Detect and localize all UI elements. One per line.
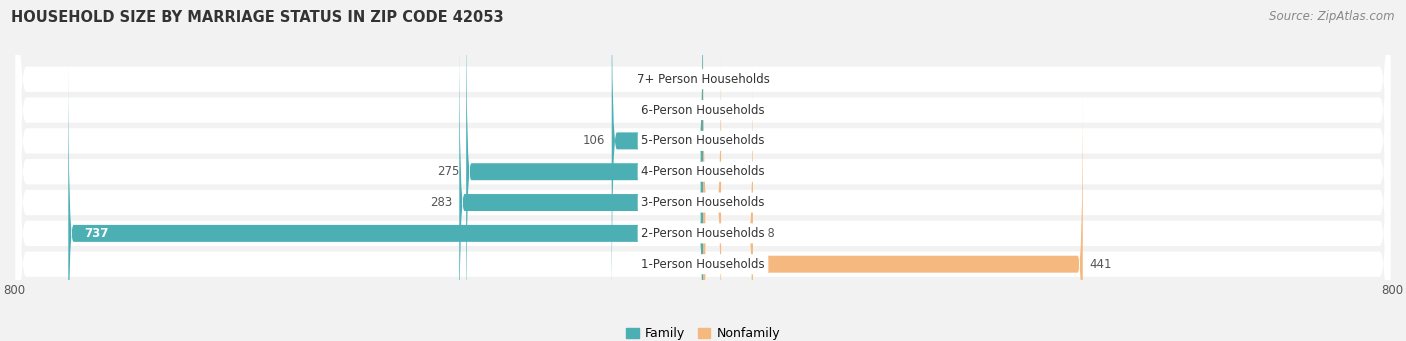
Text: 0: 0 <box>689 73 696 86</box>
FancyBboxPatch shape <box>15 0 1391 341</box>
FancyBboxPatch shape <box>15 0 1391 341</box>
Text: 5-Person Households: 5-Person Households <box>641 134 765 147</box>
FancyBboxPatch shape <box>69 57 703 341</box>
FancyBboxPatch shape <box>15 0 1391 341</box>
Text: 3-Person Households: 3-Person Households <box>641 196 765 209</box>
FancyBboxPatch shape <box>703 57 754 341</box>
Text: 275: 275 <box>437 165 460 178</box>
Text: HOUSEHOLD SIZE BY MARRIAGE STATUS IN ZIP CODE 42053: HOUSEHOLD SIZE BY MARRIAGE STATUS IN ZIP… <box>11 10 503 25</box>
FancyBboxPatch shape <box>15 0 1391 341</box>
Text: 0: 0 <box>689 258 696 271</box>
Text: 737: 737 <box>84 227 108 240</box>
FancyBboxPatch shape <box>467 0 703 341</box>
Text: 1-Person Households: 1-Person Households <box>641 258 765 271</box>
Text: 0: 0 <box>710 73 717 86</box>
Text: 21: 21 <box>728 196 742 209</box>
Text: 2-Person Households: 2-Person Households <box>641 227 765 240</box>
Text: 7+ Person Households: 7+ Person Households <box>637 73 769 86</box>
Text: 283: 283 <box>430 196 453 209</box>
FancyBboxPatch shape <box>703 26 721 341</box>
Text: 6-Person Households: 6-Person Households <box>641 104 765 117</box>
Text: 106: 106 <box>582 134 605 147</box>
Text: 0: 0 <box>689 104 696 117</box>
Legend: Family, Nonfamily: Family, Nonfamily <box>621 322 785 341</box>
FancyBboxPatch shape <box>15 0 1391 341</box>
Text: 0: 0 <box>710 165 717 178</box>
FancyBboxPatch shape <box>15 0 1391 341</box>
Text: Source: ZipAtlas.com: Source: ZipAtlas.com <box>1270 10 1395 23</box>
FancyBboxPatch shape <box>460 26 703 341</box>
Text: 0: 0 <box>710 104 717 117</box>
FancyBboxPatch shape <box>703 88 1083 341</box>
Text: 0: 0 <box>710 134 717 147</box>
Text: 4-Person Households: 4-Person Households <box>641 165 765 178</box>
Text: 58: 58 <box>759 227 775 240</box>
Text: 441: 441 <box>1090 258 1112 271</box>
FancyBboxPatch shape <box>612 0 703 317</box>
FancyBboxPatch shape <box>15 0 1391 341</box>
